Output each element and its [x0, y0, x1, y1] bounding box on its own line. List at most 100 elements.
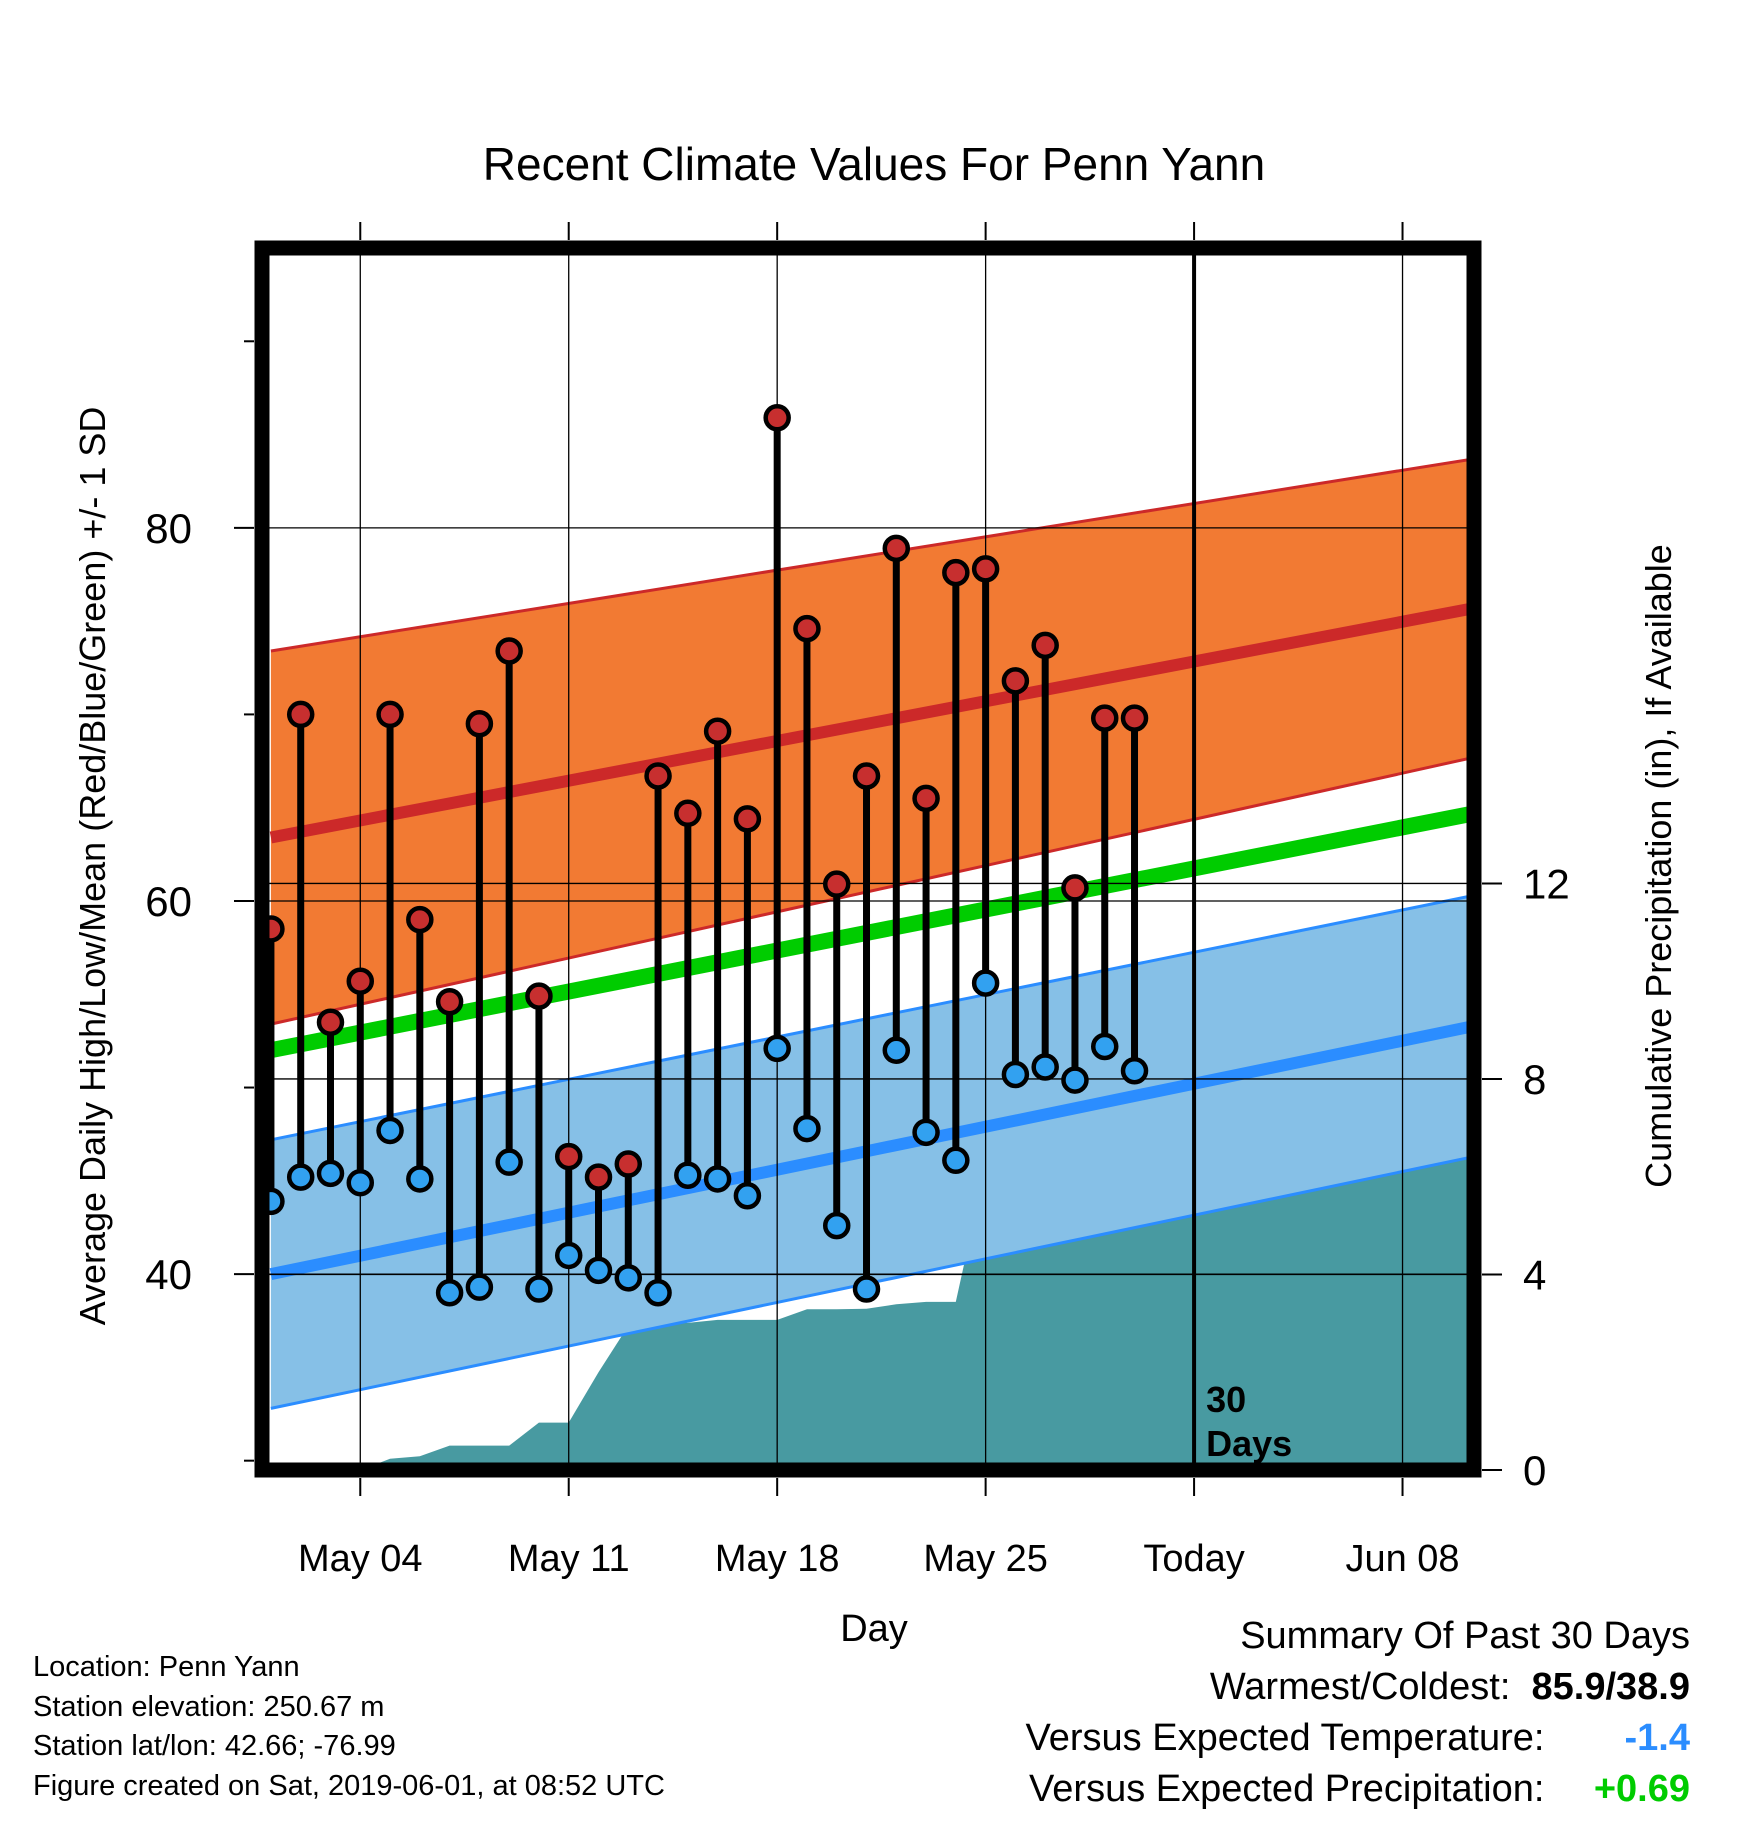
daily-low-marker [554, 1241, 583, 1270]
summary-warm-cold: Warmest/Coldest: 85.9/38.9 [1210, 1667, 1690, 1707]
y-tick-label-left: 60 [145, 878, 192, 925]
daily-low-marker [614, 1264, 643, 1292]
plot-frame [254, 240, 1482, 1478]
warm-cold-label: Warmest/Coldest: [1209, 1666, 1511, 1708]
daily-high-marker [822, 870, 851, 898]
normal-high-band [270, 458, 1474, 1025]
daily-high-marker [852, 762, 881, 790]
x-tick-label: May 25 [923, 1538, 1048, 1580]
daily-high-marker [703, 717, 732, 745]
normal-low-line [269, 1020, 1474, 1280]
normal-low-upper-edge [270, 893, 1474, 1142]
daily-high-marker [435, 987, 464, 1016]
daily-low-marker [1001, 1060, 1030, 1089]
daily-high-marker [554, 1142, 583, 1171]
plot-area: 30 Days [262, 248, 1474, 1470]
daily-high-marker [525, 982, 553, 1010]
daily-low-marker [703, 1165, 732, 1193]
daily-low-marker [882, 1036, 911, 1064]
daily-high-marker [942, 558, 970, 587]
daily-low-marker [912, 1118, 940, 1147]
daily-high-marker [406, 905, 434, 934]
daily-low-marker [1061, 1066, 1089, 1094]
y-axis-label-right: Cumulative Precipitation (in), If Availa… [1638, 544, 1679, 1188]
daily-values [262, 404, 1149, 1307]
normal-mean-line [269, 805, 1474, 1059]
x-tick-label: Jun 08 [1345, 1538, 1459, 1580]
daily-low-marker [763, 1034, 791, 1063]
daily-low-marker [1090, 1032, 1119, 1061]
precip-label: Versus Expected Precipitation: [1029, 1768, 1545, 1810]
daily-high-marker [1090, 704, 1119, 732]
today-annotation: 30 Days [1206, 1379, 1292, 1464]
daily-high-marker [346, 967, 375, 995]
x-tick-label: May 18 [715, 1538, 840, 1580]
daily-low-marker [644, 1279, 672, 1307]
temp-value: -1.4 [1624, 1717, 1690, 1759]
daily-low-marker [584, 1256, 613, 1285]
daily-low-marker [346, 1168, 375, 1197]
today-annotation-line: Days [1206, 1423, 1292, 1464]
daily-high-marker [1031, 631, 1059, 660]
daily-high-marker [376, 700, 404, 729]
y-tick-label-left: 80 [145, 505, 192, 552]
x-tick-label: Today [1143, 1538, 1244, 1580]
daily-low-marker [674, 1161, 702, 1189]
daily-low-marker [942, 1146, 970, 1175]
daily-high-marker [763, 404, 791, 432]
normal-high-line [269, 602, 1474, 844]
daily-low-marker [525, 1275, 553, 1303]
daily-high-marker [1120, 704, 1149, 732]
daily-high-marker [286, 700, 315, 729]
daily-low-marker [822, 1211, 851, 1240]
summary-temp: Versus Expected Temperature: -1.4 [1026, 1718, 1690, 1758]
daily-high-marker [882, 534, 911, 563]
x-tick-label: May 04 [298, 1538, 423, 1580]
y-tick-label-right: 12 [1523, 860, 1570, 907]
chart-title: Recent Climate Values For Penn Yann [483, 138, 1265, 190]
y-tick-label-left: 40 [145, 1251, 192, 1298]
warm-cold-value: 85.9/38.9 [1531, 1666, 1690, 1708]
daily-high-marker [316, 1008, 345, 1036]
daily-high-marker [644, 762, 672, 790]
today-annotation-line: 30 [1206, 1379, 1246, 1420]
daily-high-marker [971, 555, 1000, 583]
precip-value: +0.69 [1593, 1768, 1690, 1810]
daily-low-marker [376, 1116, 404, 1145]
daily-low-marker [733, 1181, 762, 1210]
daily-high-marker [1001, 667, 1030, 695]
daily-high-marker [674, 799, 702, 828]
daily-low-marker [286, 1163, 315, 1191]
daily-low-marker [465, 1273, 494, 1301]
daily-low-marker [971, 969, 1000, 997]
y-tick-label-right: 0 [1523, 1447, 1546, 1494]
axes: May 04 May 11 May 18 May 25 Today Jun 08Day40… [72, 222, 1679, 1650]
daily-high-marker [465, 709, 494, 738]
daily-high-marker [495, 637, 523, 665]
summary-precip: Versus Expected Precipitation: +0.69 [1029, 1769, 1690, 1809]
daily-high-marker [793, 614, 821, 643]
x-axis-label: Day [840, 1608, 908, 1650]
daily-low-marker [1120, 1057, 1149, 1085]
daily-high-marker [912, 784, 940, 813]
daily-low-marker [852, 1275, 881, 1303]
location-text: Location: Penn Yann [33, 1651, 300, 1683]
y-tick-label-right: 8 [1523, 1056, 1546, 1103]
daily-low-marker [1031, 1053, 1059, 1081]
daily-low-marker [793, 1114, 821, 1143]
plot-clip-group: 30 Days [262, 248, 1474, 1470]
daily-low-marker [316, 1159, 345, 1188]
daily-low-marker [435, 1279, 464, 1307]
normal-high-lower-edge [270, 755, 1474, 1026]
daily-high-marker [614, 1150, 643, 1178]
daily-high-marker [1061, 874, 1089, 902]
daily-high-marker [733, 805, 762, 833]
daily-low-marker [406, 1165, 434, 1193]
normal-high-upper-edge [270, 457, 1474, 653]
y-tick-label-right: 4 [1523, 1251, 1546, 1298]
temp-label: Versus Expected Temperature: [1025, 1717, 1545, 1759]
created-text: Figure created on Sat, 2019-06-01, at 08… [33, 1770, 665, 1802]
daily-low-marker [495, 1148, 523, 1176]
latlon-text: Station lat/lon: 42.66; -76.99 [33, 1730, 396, 1762]
